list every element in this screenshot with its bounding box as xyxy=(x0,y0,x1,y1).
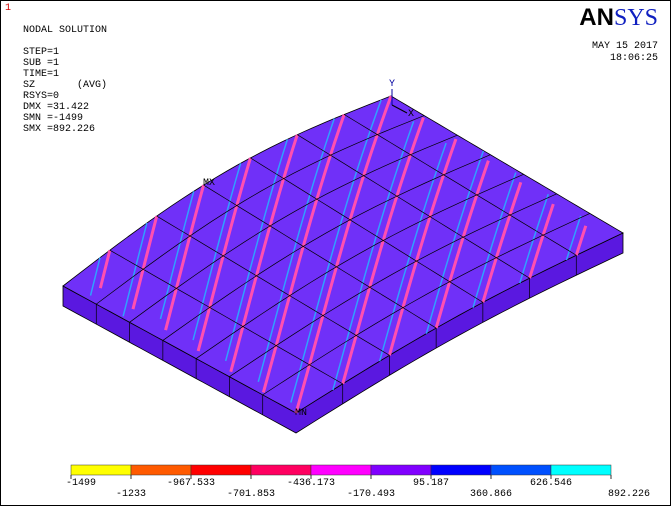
legend-label: 95.187 xyxy=(413,478,449,489)
legend-swatch xyxy=(491,465,551,475)
legend-swatch xyxy=(371,465,431,475)
legend-label: -436.173 xyxy=(287,478,335,489)
legend-swatch xyxy=(431,465,491,475)
legend-swatch xyxy=(131,465,191,475)
legend-label: 626.546 xyxy=(530,478,572,489)
legend-swatch xyxy=(191,465,251,475)
legend-swatch xyxy=(71,465,131,475)
legend-label: -170.493 xyxy=(347,489,395,500)
legend-label: 360.866 xyxy=(470,489,512,500)
x-axis-label: X xyxy=(408,109,414,120)
legend-label: -1233 xyxy=(116,489,146,500)
legend-label: 892.226 xyxy=(608,489,650,500)
legend-swatch xyxy=(251,465,311,475)
y-axis-label: Y xyxy=(389,79,395,90)
legend-label: -701.853 xyxy=(227,489,275,500)
plot-area: Y X MX MN -1499 -1233 -967.533 -701.853 -436.173… xyxy=(1,1,670,505)
legend-label: -967.533 xyxy=(167,478,215,489)
legend-swatch xyxy=(311,465,371,475)
max-label: MX xyxy=(203,178,215,189)
legend-label: -1499 xyxy=(66,478,96,489)
min-label: MN xyxy=(295,408,307,419)
legend-swatch xyxy=(551,465,611,475)
ansys-window: 1 NODAL SOLUTION STEP=1SUB =1TIME=1SZ (A… xyxy=(0,0,671,506)
